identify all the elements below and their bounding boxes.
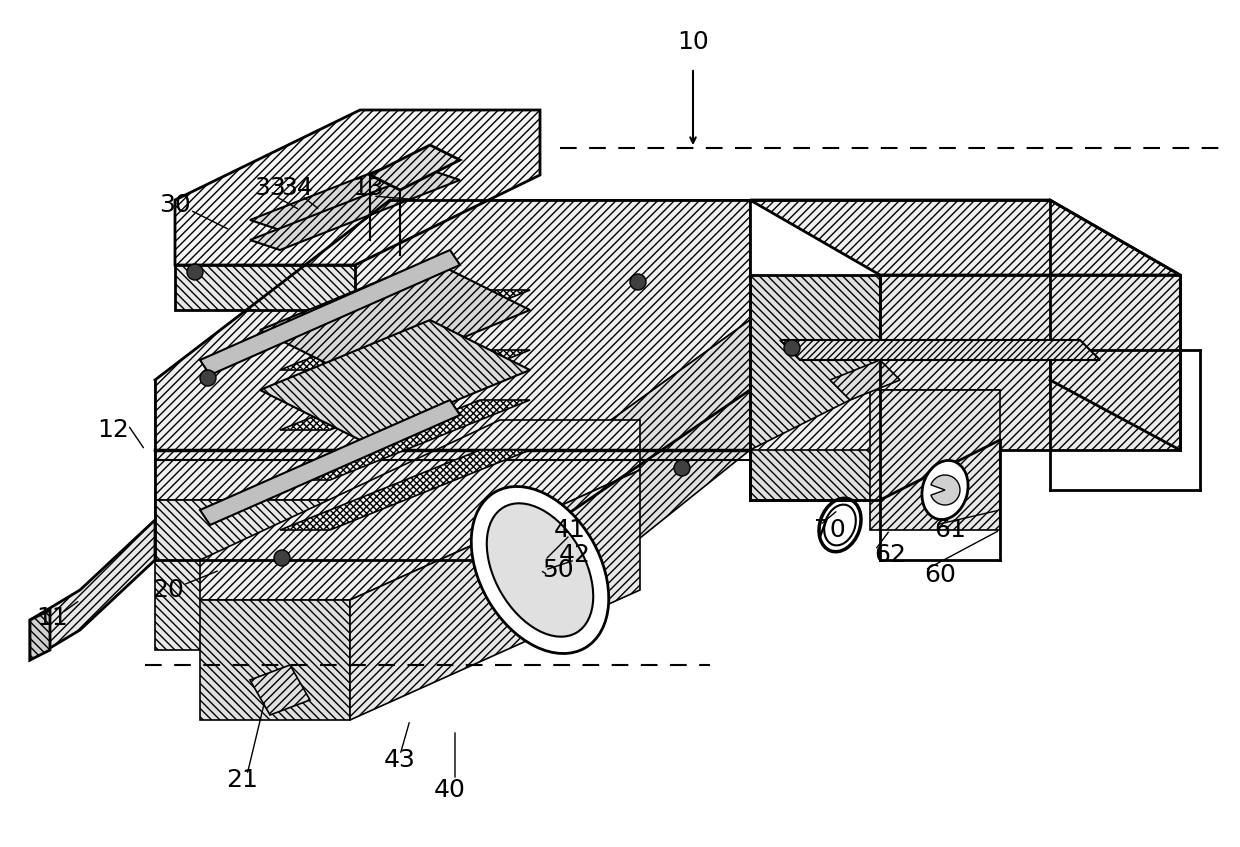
Text: 30: 30 [159, 193, 191, 217]
Polygon shape [155, 200, 750, 500]
Text: 20: 20 [153, 578, 184, 602]
Polygon shape [250, 170, 460, 250]
Polygon shape [260, 260, 529, 380]
Polygon shape [200, 420, 640, 600]
Wedge shape [931, 475, 960, 505]
Polygon shape [830, 360, 900, 400]
Polygon shape [280, 400, 529, 480]
Polygon shape [370, 145, 460, 190]
Text: 50: 50 [542, 558, 574, 582]
Polygon shape [350, 470, 640, 720]
Circle shape [274, 550, 290, 566]
Circle shape [187, 264, 203, 280]
Polygon shape [870, 390, 999, 530]
Ellipse shape [487, 503, 593, 637]
Polygon shape [200, 600, 350, 720]
Polygon shape [780, 340, 1100, 360]
Circle shape [200, 370, 216, 386]
Ellipse shape [825, 505, 856, 545]
Text: 62: 62 [874, 543, 906, 567]
Text: 40: 40 [434, 778, 466, 802]
Ellipse shape [921, 461, 968, 519]
Polygon shape [750, 200, 1180, 275]
Polygon shape [30, 520, 155, 660]
Text: 61: 61 [934, 518, 966, 542]
Polygon shape [200, 400, 460, 525]
Polygon shape [30, 610, 50, 660]
Polygon shape [500, 320, 750, 650]
Polygon shape [750, 390, 999, 450]
Polygon shape [200, 250, 460, 375]
Polygon shape [250, 150, 460, 230]
Circle shape [784, 340, 800, 356]
Text: 13: 13 [352, 176, 384, 200]
Text: 60: 60 [924, 563, 956, 587]
Text: 21: 21 [226, 768, 258, 792]
Text: 33: 33 [254, 176, 286, 200]
Polygon shape [280, 450, 529, 530]
Circle shape [630, 274, 646, 290]
Ellipse shape [471, 486, 609, 654]
Text: 42: 42 [559, 543, 591, 567]
Polygon shape [280, 350, 529, 430]
Text: 43: 43 [384, 748, 415, 772]
Text: 12: 12 [97, 418, 129, 442]
Polygon shape [880, 275, 1180, 450]
Text: 70: 70 [815, 518, 846, 542]
Polygon shape [280, 290, 529, 370]
Polygon shape [155, 500, 500, 650]
Text: 10: 10 [677, 30, 709, 54]
Polygon shape [175, 110, 539, 265]
Polygon shape [260, 320, 529, 440]
Text: 11: 11 [36, 606, 68, 630]
Polygon shape [175, 265, 355, 310]
Polygon shape [750, 275, 880, 500]
Text: 34: 34 [281, 176, 312, 200]
Circle shape [675, 460, 689, 476]
Polygon shape [250, 665, 310, 715]
Text: 41: 41 [554, 518, 587, 542]
